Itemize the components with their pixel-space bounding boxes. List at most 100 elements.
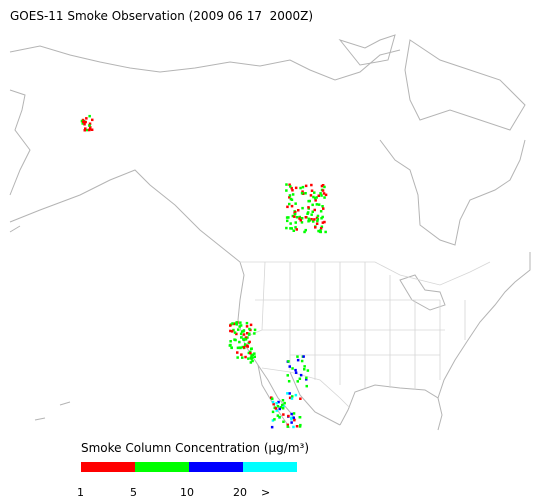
smoke-pixel: [287, 380, 291, 383]
smoke-pixel: [251, 359, 254, 363]
smoke-pixel: [271, 397, 274, 400]
legend-swatch: [189, 462, 243, 472]
smoke-pixel: [294, 221, 297, 224]
smoke-pixel: [299, 397, 302, 400]
smoke-pixel: [237, 328, 240, 331]
smoke-pixel: [271, 400, 275, 404]
smoke-pixel: [229, 329, 232, 333]
legend-swatch: [243, 462, 297, 472]
smoke-pixel: [293, 418, 296, 422]
smoke-pixel: [313, 218, 316, 221]
smoke-pixel: [288, 194, 292, 197]
smoke-pixel: [297, 209, 300, 212]
smoke-pixel: [279, 406, 282, 409]
smoke-pixel: [90, 128, 94, 131]
smoke-pixel: [313, 191, 316, 194]
smoke-pixel: [287, 360, 290, 363]
smoke-pixel: [294, 368, 297, 372]
smoke-pixel: [89, 126, 92, 129]
smoke-pixel: [272, 402, 275, 406]
hudson-bay: [379, 139, 526, 246]
legend-label: 1: [77, 486, 84, 499]
smoke-pixel: [299, 186, 302, 190]
smoke-pixel: [81, 122, 84, 125]
smoke-pixel: [300, 217, 304, 220]
smoke-pixel: [271, 410, 275, 414]
smoke-pixel: [278, 407, 281, 411]
smoke-pixels: [80, 114, 328, 429]
smoke-pixel: [312, 195, 315, 199]
smoke-pixel: [319, 210, 323, 213]
smoke-pixel: [84, 127, 87, 130]
smoke-pixel: [304, 216, 308, 219]
smoke-pixel: [238, 325, 241, 328]
smoke-pixel: [236, 356, 239, 359]
smoke-pixel: [310, 213, 313, 216]
smoke-pixel: [273, 418, 276, 421]
smoke-pixel: [319, 192, 322, 195]
east-coast: [437, 252, 531, 399]
smoke-pixel: [231, 322, 234, 325]
smoke-pixel: [294, 210, 297, 214]
smoke-pixel: [296, 380, 299, 383]
smoke-pixel: [308, 219, 312, 222]
smoke-pixel: [317, 229, 320, 233]
smoke-pixel: [290, 198, 294, 201]
smoke-pixel: [290, 204, 294, 208]
smoke-pixel: [88, 122, 92, 125]
state-lines: [249, 261, 466, 390]
smoke-pixel: [292, 416, 295, 419]
smoke-pixel: [244, 337, 247, 341]
legend-title: Smoke Column Concentration (μg/m³): [81, 441, 309, 455]
smoke-pixel: [291, 367, 294, 370]
smoke-pixel: [229, 343, 232, 347]
smoke-pixel: [289, 185, 292, 188]
smoke-pixel: [304, 184, 308, 188]
smoke-pixel: [290, 416, 293, 420]
smoke-pixel: [299, 373, 303, 377]
smoke-pixel: [301, 185, 305, 189]
smoke-pixel: [294, 202, 297, 205]
smoke-pixel: [304, 192, 307, 195]
state-borders: [240, 261, 491, 409]
smoke-pixel: [249, 361, 253, 364]
smoke-pixel: [302, 355, 305, 358]
smoke-pixel: [296, 358, 300, 362]
coastlines: [9, 34, 531, 431]
smoke-pixel: [288, 202, 291, 206]
smoke-pixel: [310, 183, 313, 187]
smoke-pixel: [250, 354, 253, 357]
smoke-pixel: [321, 189, 325, 192]
arctic-island-2: [338, 34, 396, 66]
smoke-pixel: [291, 193, 295, 196]
smoke-pixel: [247, 357, 250, 360]
smoke-pixel: [275, 409, 278, 412]
smoke-pixel: [323, 185, 326, 189]
smoke-pixel: [242, 338, 245, 341]
legend: 1 5 10 20 >: [77, 462, 297, 499]
smoke-pixel: [320, 194, 323, 197]
smoke-pixel: [246, 332, 249, 335]
smoke-pixel: [288, 392, 291, 395]
smoke-pixel: [319, 227, 323, 230]
smoke-pixel: [251, 353, 255, 356]
smoke-pixel: [249, 351, 252, 355]
us-mexico-border: [261, 367, 351, 409]
smoke-pixel: [285, 226, 288, 230]
smoke-pixel: [84, 120, 87, 124]
smoke-pixel: [307, 220, 310, 223]
smoke-pixel: [290, 421, 293, 424]
smoke-pixel: [230, 346, 233, 350]
smoke-pixel: [250, 347, 253, 350]
smoke-pixel: [245, 325, 249, 328]
smoke-pixel: [316, 217, 320, 221]
smoke-pixel: [244, 355, 247, 359]
smoke-pixel: [274, 407, 278, 410]
legend-swatch: [135, 462, 189, 472]
smoke-pixel: [321, 205, 324, 208]
smoke-pixel: [88, 124, 91, 127]
smoke-pixel: [286, 374, 289, 377]
smoke-pixel: [235, 321, 238, 324]
